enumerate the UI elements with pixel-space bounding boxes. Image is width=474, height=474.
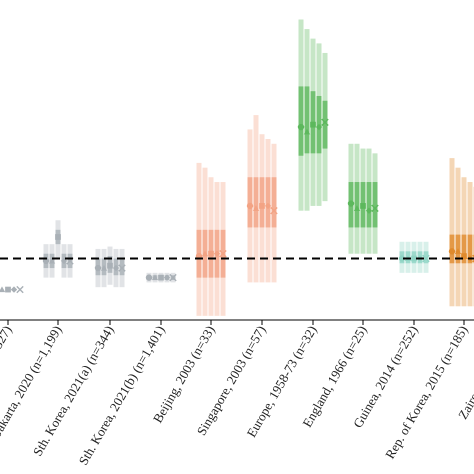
- triangle-point: [252, 205, 260, 211]
- cross-point: [422, 254, 430, 263]
- circle-point: [448, 248, 456, 255]
- square-point: [55, 234, 61, 240]
- circle-point: [347, 200, 355, 207]
- square-point: [310, 121, 316, 128]
- diamond-point: [315, 123, 323, 131]
- category-group: [42, 220, 74, 278]
- category-group: [297, 19, 329, 211]
- diamond-point: [163, 274, 171, 281]
- cross-point: [321, 118, 329, 126]
- x-axis-ticks: , 1996 (n=527)Jakarta, 2020 (n=1,199)Sth…: [0, 320, 474, 468]
- cross-point: [16, 285, 24, 294]
- triangle-point: [0, 286, 6, 293]
- category-group: [347, 143, 379, 254]
- category-group: [246, 115, 278, 283]
- triangle-point: [48, 257, 56, 264]
- inner-interval: [372, 182, 378, 228]
- cross-point: [118, 264, 126, 272]
- cross-point: [371, 204, 379, 213]
- circle-point: [145, 274, 153, 281]
- inner-interval: [247, 177, 253, 228]
- x-tick-label: Sth. Korea, 2021(b) (n=1,401): [75, 323, 167, 468]
- outer-interval: [449, 158, 455, 307]
- diamond-point: [112, 264, 120, 272]
- inner-interval: [366, 182, 372, 228]
- square-point: [107, 262, 113, 269]
- inner-interval: [298, 86, 304, 156]
- triangle-point: [303, 128, 311, 135]
- cross-point: [169, 273, 177, 282]
- cross-point: [270, 207, 278, 215]
- inner-interval: [354, 182, 360, 228]
- square-point: [411, 255, 417, 262]
- square-point: [259, 203, 265, 209]
- category-group: [448, 158, 474, 307]
- diamond-point: [213, 250, 221, 257]
- inner-interval: [467, 234, 473, 264]
- circle-point: [94, 264, 102, 272]
- inner-interval: [259, 177, 265, 228]
- square-point: [360, 203, 366, 209]
- square-point: [461, 253, 467, 259]
- inner-interval: [461, 234, 467, 264]
- inner-interval: [271, 177, 277, 228]
- triangle-point: [100, 264, 108, 271]
- square-point: [5, 286, 11, 293]
- category-group: [145, 272, 177, 283]
- inner-interval: [423, 251, 429, 264]
- circle-point: [297, 123, 305, 131]
- inner-interval: [265, 177, 271, 228]
- inner-interval: [322, 100, 328, 149]
- diamond-point: [264, 202, 272, 210]
- diamond-point: [10, 286, 18, 293]
- triangle-point: [454, 248, 462, 254]
- inner-interval: [253, 177, 259, 228]
- inner-interval: [304, 86, 310, 154]
- triangle-point: [151, 274, 159, 281]
- circle-point: [246, 202, 254, 210]
- category-group: [195, 162, 227, 316]
- cross-point: [219, 250, 227, 258]
- square-point: [208, 250, 214, 257]
- inner-interval: [119, 258, 125, 276]
- diamond-point: [365, 207, 373, 214]
- category-group: [0, 285, 24, 294]
- chart-marks: [0, 19, 474, 316]
- triangle-point: [353, 205, 361, 211]
- category-group: [94, 246, 126, 288]
- square-point: [158, 274, 164, 281]
- circle-point: [398, 255, 406, 262]
- category-group: [398, 241, 430, 273]
- x-tick-label: , 1996 (n=527): [0, 323, 15, 398]
- triangle-point: [201, 250, 209, 257]
